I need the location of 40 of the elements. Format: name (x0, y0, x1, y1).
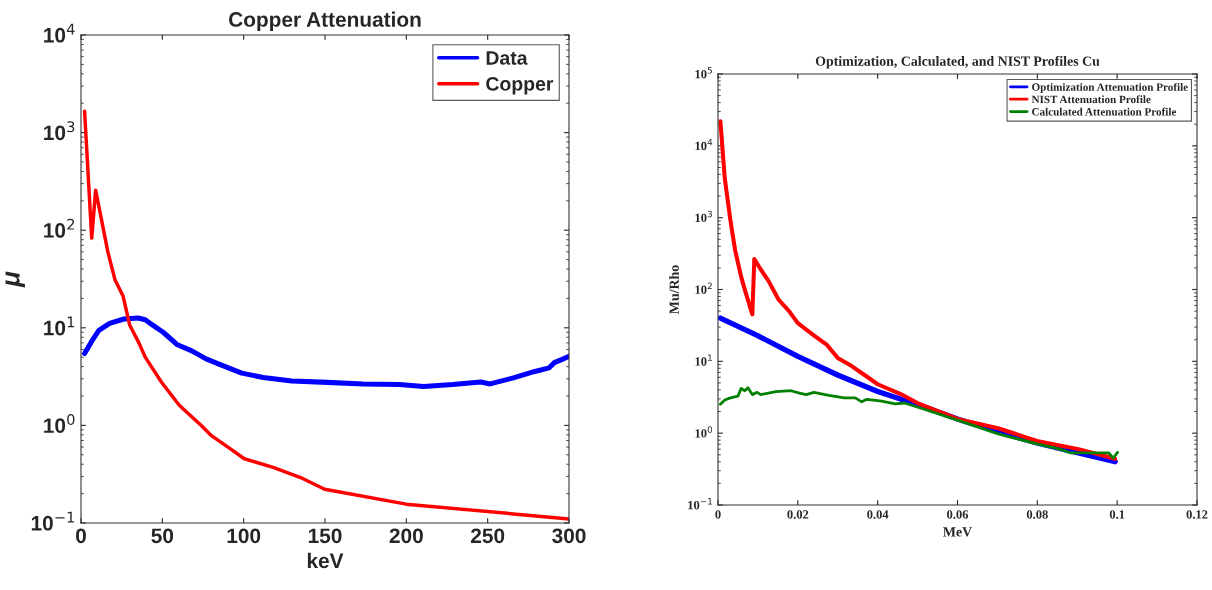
y-tick-label: 10$^{1}$ (44, 316, 75, 336)
chart-title: Optimization, Calculated, and NIST Profiles Cu (815, 55, 1100, 69)
y-tick-label: 10$^{−1}$ (688, 498, 712, 510)
legend-label: Calculated Attenuation Profile (1032, 107, 1177, 116)
y-tick-label: 10$^{0}$ (695, 426, 713, 438)
legend-label: NIST Attenuation Profile (1031, 95, 1151, 104)
x-tick-label: 0.04 (867, 510, 889, 519)
y-tick-label: 10$^{1}$ (695, 354, 712, 366)
y-tick-label: 10$^{3}$ (44, 121, 75, 141)
x-tick-label: 100 (227, 528, 261, 544)
x-axis-title: keV (307, 552, 344, 569)
y-axis-title: Mu/Rho (669, 265, 679, 314)
y-tick-label: 10$^{4}$ (44, 23, 75, 43)
x-tick-label: 200 (389, 528, 423, 544)
legend-label: Data (486, 51, 528, 65)
y-tick-label: 10$^{−1}$ (31, 511, 75, 531)
chart-title: Copper Attenuation (229, 11, 421, 31)
x-axis-title: MeV (943, 527, 972, 537)
y-tick-label: 10$^{2}$ (695, 282, 712, 294)
x-tick-label: 0.08 (1026, 510, 1048, 519)
y-tick-label: 10$^{4}$ (695, 138, 713, 151)
y-tick-label: 10$^{5}$ (695, 67, 712, 79)
x-tick-label: 0.02 (787, 510, 809, 519)
x-tick-label: 300 (552, 528, 586, 544)
line-series (719, 386, 1119, 460)
x-tick-label: 0.12 (1186, 510, 1208, 519)
x-tick-label: 0 (715, 510, 721, 519)
y-tick-label: 10$^{3}$ (695, 210, 712, 223)
x-tick-label: 0.06 (947, 510, 969, 519)
x-tick-label: 0.1 (1109, 510, 1125, 519)
x-tick-label: 250 (471, 528, 505, 544)
legend-label: Optimization Attenuation Profile (1032, 82, 1188, 94)
x-tick-label: 0 (76, 528, 86, 544)
legend-label: Copper (486, 76, 554, 95)
line-series (718, 119, 1118, 461)
x-tick-label: 50 (151, 528, 174, 544)
x-tick-label: 150 (308, 528, 342, 544)
y-tick-label: 10$^{0}$ (44, 413, 75, 433)
y-axis-title: μ (5, 271, 25, 288)
y-tick-label: 10$^{2}$ (44, 218, 74, 238)
